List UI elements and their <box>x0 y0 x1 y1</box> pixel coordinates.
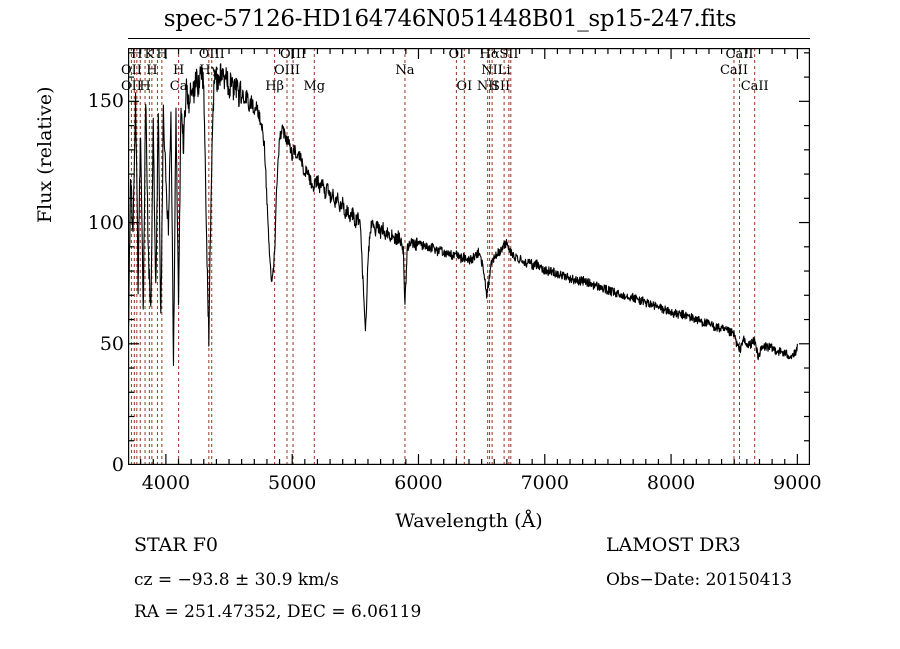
y-tick-label: 0 <box>111 454 124 476</box>
page-title: spec-57126-HD164746N051448B01_sp15-247.f… <box>163 6 737 32</box>
chart-plot-area <box>128 48 810 465</box>
y-axis-label-container: Flux (relative) <box>34 48 76 465</box>
metadata-footer: STAR F0 cz = −93.8 ± 30.9 km/s RA = 251.… <box>0 530 900 640</box>
coordinates: RA = 251.47352, DEC = 6.06119 <box>134 602 422 622</box>
object-class-type: STAR F0 <box>134 534 218 556</box>
x-axis-label: Wavelength (Å) <box>395 510 543 532</box>
y-tick-label: 150 <box>87 90 124 113</box>
spectrum-trace <box>128 63 798 367</box>
redshift-velocity: cz = −93.8 ± 30.9 km/s <box>134 570 339 590</box>
y-axis-tick-labels: 0 50 100 150 <box>76 48 124 476</box>
x-axis-tick-labels: 4000 5000 6000 7000 8000 9000 <box>128 472 822 498</box>
x-tick-label: 5000 <box>267 472 317 494</box>
survey-release: LAMOST DR3 <box>606 534 741 556</box>
y-tick-label: 100 <box>87 211 124 234</box>
x-tick-label: 6000 <box>394 472 443 494</box>
x-tick-label: 7000 <box>520 472 569 494</box>
title-divider <box>128 38 810 39</box>
x-tick-label: 8000 <box>646 472 696 494</box>
spectrum-svg <box>128 48 810 465</box>
y-axis-label: Flux (relative) <box>34 86 56 224</box>
observation-date: Obs−Date: 20150413 <box>606 570 793 590</box>
x-tick-label: 9000 <box>773 472 822 494</box>
x-tick-label: 4000 <box>141 472 191 494</box>
y-tick-label: 50 <box>99 332 124 355</box>
